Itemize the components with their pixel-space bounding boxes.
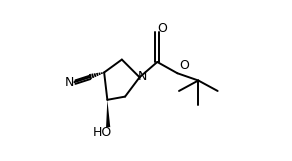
Text: N: N xyxy=(65,76,74,89)
Text: HO: HO xyxy=(93,126,112,138)
Text: O: O xyxy=(179,59,189,72)
Text: O: O xyxy=(157,23,167,35)
Text: N: N xyxy=(138,70,147,83)
Polygon shape xyxy=(106,100,110,127)
